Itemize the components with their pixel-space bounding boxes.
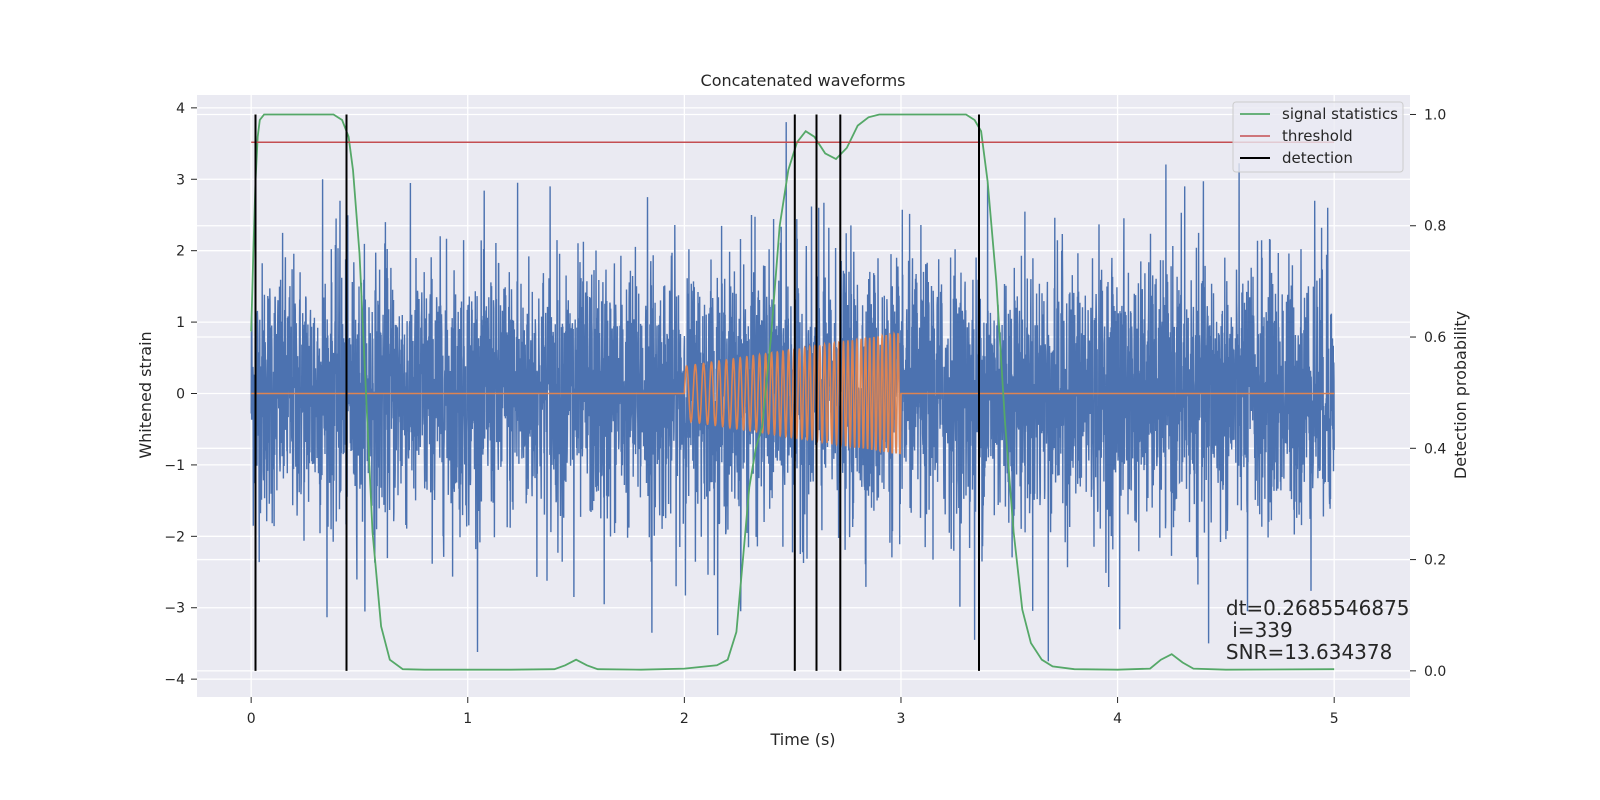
y2-tick-label: 0.4 <box>1424 441 1446 457</box>
y2-tick-label: 1.0 <box>1424 107 1446 123</box>
y2-tick-label: 0.2 <box>1424 553 1446 569</box>
series-injected-signal-line <box>251 331 1335 455</box>
y2-tick-label: 0.6 <box>1424 330 1446 346</box>
series-signal-statistics-line <box>250 113 1335 671</box>
y-tick-label: −2 <box>164 529 185 545</box>
legend: signal statistics threshold detection <box>1232 101 1404 173</box>
y-tick-label: 4 <box>176 101 185 117</box>
detection-lines <box>254 114 980 671</box>
y-tick-label: −4 <box>164 672 185 688</box>
y2-axis-label: Detection probability <box>1451 311 1470 479</box>
y-tick-label: 2 <box>176 244 185 260</box>
y2-tick-label: 0.8 <box>1424 219 1446 235</box>
x-tick-label: 2 <box>680 711 689 727</box>
axis-ticks: 0 1 2 3 4 5 −4 −3 −2 −1 0 1 2 3 4 0.0 0.2 0.4 0.6 0.8 1.0 <box>164 101 1446 727</box>
y-tick-label: 0 <box>176 387 185 403</box>
y2-tick-label: 0.0 <box>1424 664 1446 680</box>
x-tick-label: 0 <box>247 711 256 727</box>
annotation-snr: SNR=13.634378 <box>1226 640 1392 664</box>
x-tick-label: 3 <box>897 711 906 727</box>
y-tick-label: 3 <box>176 172 185 188</box>
plot-layer <box>250 113 1335 671</box>
legend-box <box>1232 101 1404 173</box>
annotation-dt: dt=0.2685546875 <box>1226 596 1410 620</box>
legend-label-signal-statistics: signal statistics <box>1282 105 1398 123</box>
stats-annotation: dt=0.2685546875 i=339 SNR=13.634378 <box>1226 596 1410 664</box>
x-tick-label: 4 <box>1113 711 1122 727</box>
y-axis-label: Whitened strain <box>136 331 155 458</box>
annotation-index: i=339 <box>1226 618 1293 642</box>
y-tick-label: −1 <box>164 458 185 474</box>
x-tick-label: 1 <box>463 711 472 727</box>
y-tick-label: −3 <box>164 601 185 617</box>
x-tick-label: 5 <box>1330 711 1339 727</box>
legend-label-threshold: threshold <box>1282 127 1353 145</box>
chart-title: Concatenated waveforms <box>701 71 906 90</box>
y-tick-label: 1 <box>176 315 185 331</box>
x-axis-label: Time (s) <box>769 730 835 749</box>
legend-label-detection: detection <box>1282 149 1353 167</box>
